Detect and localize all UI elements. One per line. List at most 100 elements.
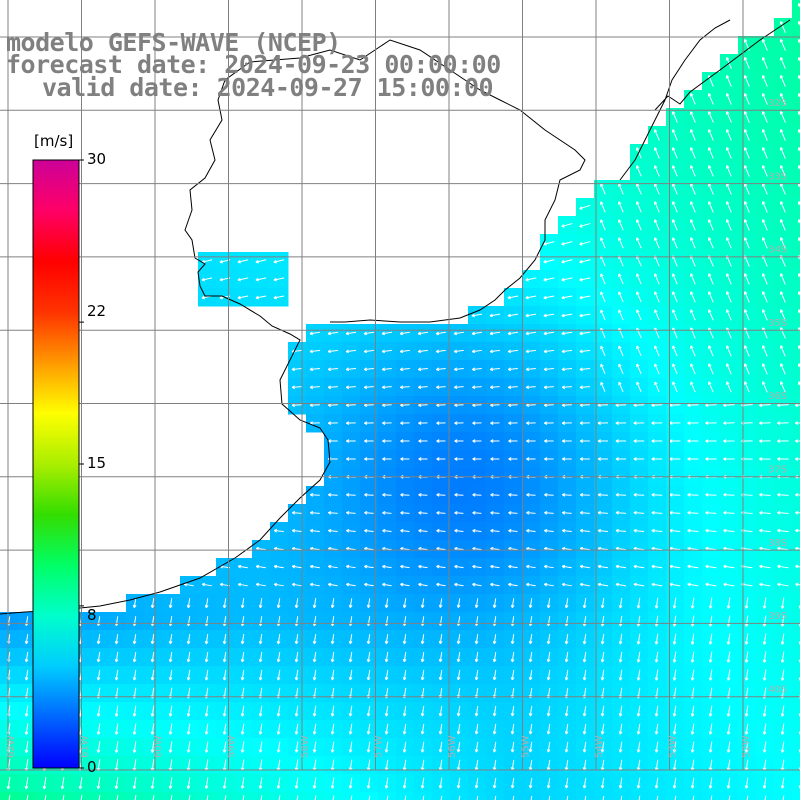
wind-arrow [525, 385, 536, 390]
wind-arrow [330, 741, 335, 753]
wind-arrow [761, 363, 768, 375]
wind-arrow [382, 457, 392, 461]
wind-arrow [561, 367, 573, 372]
wind-cell [594, 792, 613, 800]
wind-arrow [779, 93, 786, 105]
wind-arrow [237, 564, 248, 569]
wind-cell [792, 144, 800, 163]
wind-arrow [708, 615, 713, 627]
wind-arrow [364, 421, 374, 425]
wind-arrow [418, 510, 428, 515]
wind-arrow [366, 777, 371, 789]
wind-arrow [26, 794, 29, 800]
wind-arrow [350, 795, 353, 800]
wind-arrow [222, 741, 227, 753]
wind-arrow [273, 277, 285, 282]
wind-arrow [312, 669, 317, 681]
wind-arrow [725, 147, 732, 159]
colorbar-tick-15: 15 [87, 454, 107, 472]
wind-arrow [6, 776, 11, 790]
wind-cell [702, 792, 721, 800]
wind-arrow [762, 741, 767, 753]
wind-cell [792, 36, 800, 55]
wind-arrow [761, 57, 768, 69]
wind-arrow [436, 385, 446, 390]
wind-arrow [436, 564, 446, 569]
wind-arrow [723, 421, 735, 425]
wind-arrow [636, 669, 641, 681]
wind-arrow [743, 381, 750, 393]
wind-arrow [762, 597, 767, 609]
wind-cell [468, 792, 487, 800]
wind-arrow [690, 345, 696, 357]
wind-arrow [759, 457, 771, 461]
wind-arrow [671, 147, 678, 159]
wind-cell [792, 360, 800, 379]
wind-arrow [687, 457, 699, 461]
wind-arrow [436, 421, 446, 425]
wind-arrow [168, 651, 173, 663]
wind-arrow [309, 582, 320, 587]
wind-arrow [453, 367, 464, 372]
wind-arrow [761, 201, 768, 213]
wind-arrow [490, 457, 500, 461]
wind-arrow [689, 219, 696, 231]
wind-arrow [543, 367, 554, 372]
wind-arrow [636, 363, 642, 375]
wind-arrow [618, 597, 623, 609]
colorbar-tick-0: 0 [87, 758, 97, 776]
wind-arrow [489, 331, 501, 336]
wind-arrow [579, 204, 591, 210]
wind-arrow [204, 705, 209, 717]
wind-arrow [438, 669, 443, 681]
wind-arrow [723, 492, 735, 497]
wind-arrow [615, 510, 627, 515]
wind-arrow [327, 349, 339, 354]
wind-arrow [492, 741, 497, 753]
wind-arrow [618, 381, 624, 392]
wind-arrow [526, 564, 536, 569]
wind-arrow [382, 439, 392, 443]
wind-arrow [472, 439, 482, 443]
lon-label: 57W [374, 735, 385, 758]
lon-label: 54W [594, 735, 605, 758]
wind-arrow [296, 795, 299, 800]
wind-cell [90, 792, 109, 800]
wind-arrow [544, 493, 554, 497]
wind-arrow [384, 669, 389, 681]
lat-label: 40S [768, 684, 787, 695]
wind-arrow [294, 598, 299, 609]
wind-arrow [708, 705, 713, 717]
lat-label: 36S [768, 391, 787, 402]
wind-arrow [24, 669, 29, 681]
wind-arrow [669, 510, 681, 515]
wind-arrow [471, 331, 482, 336]
wind-arrow [635, 165, 642, 177]
wind-cell [792, 72, 800, 91]
wind-arrow [779, 237, 786, 249]
wind-arrow [618, 777, 623, 789]
wind-arrow [618, 651, 623, 663]
wind-arrow [561, 313, 573, 318]
wind-arrow [708, 669, 713, 681]
wind-arrow [8, 794, 11, 800]
wind-arrow [636, 777, 641, 789]
wind-arrow [309, 492, 320, 497]
wind-arrow [309, 349, 321, 354]
wind-arrow [635, 237, 642, 249]
wind-arrow [615, 457, 627, 461]
wind-arrow [690, 309, 696, 321]
wind-arrow [490, 439, 500, 443]
wind-arrow [328, 439, 338, 443]
wind-arrow [705, 582, 717, 587]
wind-arrow [579, 277, 591, 282]
wind-arrow [402, 634, 407, 645]
wind-arrow [602, 795, 605, 800]
wind-arrow [454, 510, 464, 515]
wind-cell [792, 792, 800, 800]
wind-cell [792, 126, 800, 145]
wind-arrow [726, 633, 731, 645]
wind-arrow [132, 598, 137, 609]
wind-arrow [346, 564, 356, 569]
wind-arrow [508, 385, 518, 390]
